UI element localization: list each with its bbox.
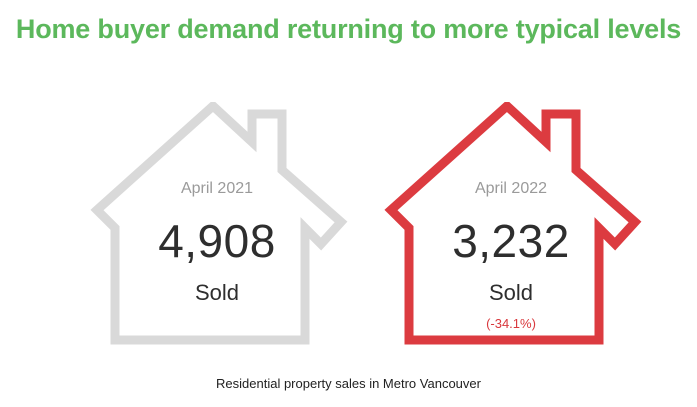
page-title: Home buyer demand returning to more typi… (15, 14, 682, 44)
sold-label: Sold (488, 280, 534, 305)
percent-change: (-34.1%) (486, 316, 536, 331)
house-outline-icon (384, 102, 642, 345)
sales-count: 4,908 (158, 215, 276, 267)
period-label: April 2021 (180, 180, 254, 197)
house-april-2022: April 2022 3,232 Sold (-34.1%) (371, 102, 651, 348)
house-outline-icon (90, 102, 348, 345)
house-april-2021: April 2021 4,908 Sold (77, 102, 357, 348)
sales-count: 3,232 (452, 215, 570, 267)
caption: Residential property sales in Metro Vanc… (216, 376, 481, 391)
sold-label: Sold (194, 280, 240, 305)
period-label: April 2022 (474, 180, 548, 197)
